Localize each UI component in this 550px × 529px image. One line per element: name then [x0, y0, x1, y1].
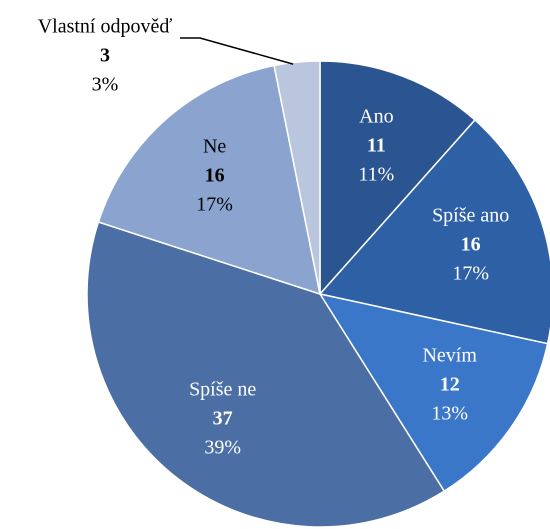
slice-count: 37: [213, 408, 233, 430]
pie-slice: [273, 60, 321, 295]
slice-name: Spíše ano: [432, 205, 509, 227]
slice-percent: 3%: [92, 74, 119, 96]
slice-name: Nevím: [422, 345, 477, 367]
slice-percent: 39%: [204, 437, 241, 459]
slice-count: 11: [367, 135, 386, 157]
slice-percent: 17%: [452, 263, 489, 285]
slice-count: 16: [205, 164, 225, 186]
pie-slice: [318, 118, 550, 345]
slice-name: Vlastní odpověď: [38, 16, 173, 38]
slice-name: Ano: [359, 106, 393, 128]
pie-slice: [318, 292, 549, 493]
slice-percent: 13%: [431, 403, 468, 425]
slice-name: Ne: [203, 135, 226, 157]
slice-count: 12: [440, 374, 460, 396]
slice-count: 3: [100, 45, 110, 67]
slice-percent: 11%: [358, 164, 394, 186]
leader-line: [180, 37, 294, 65]
slice-percent: 17%: [196, 193, 233, 215]
pie-slice: [319, 60, 477, 296]
pie-slice: [97, 64, 321, 296]
slice-count: 16: [461, 234, 481, 256]
pie-slice: [86, 221, 446, 528]
slice-name: Spíše ne: [189, 379, 256, 401]
